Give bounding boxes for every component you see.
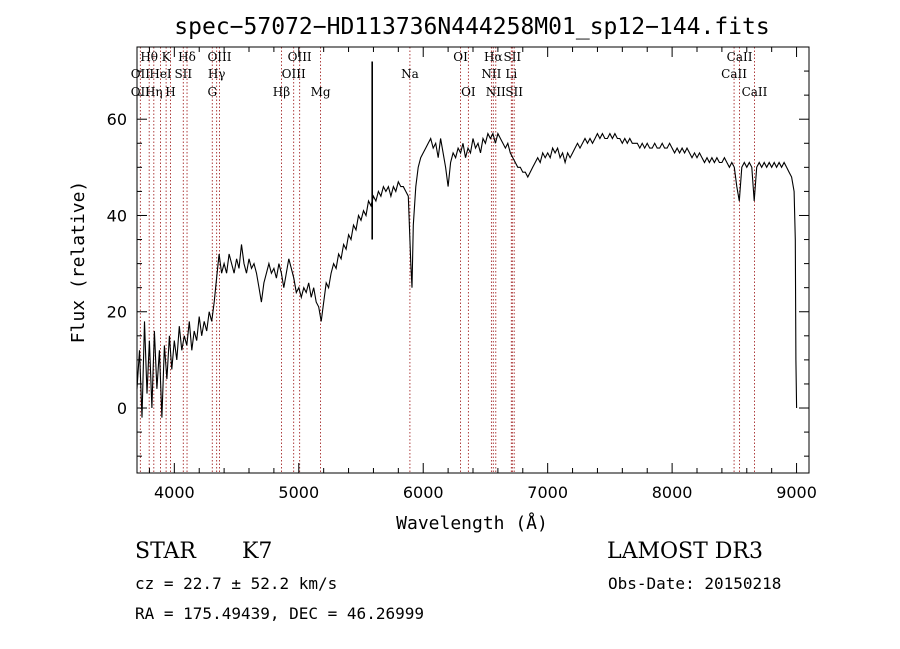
line-label: CaII xyxy=(742,85,768,99)
line-label: HeI xyxy=(149,67,172,81)
x-tick-label: 4000 xyxy=(154,483,195,502)
coordinates: RA = 175.49439, DEC = 46.26999 xyxy=(135,604,424,623)
line-label: H xyxy=(165,85,175,99)
redshift-cz: cz = 22.7 ± 52.2 km/s xyxy=(135,574,338,593)
y-tick-label: 60 xyxy=(107,110,127,129)
line-label: SII xyxy=(505,85,523,99)
line-label: OIII xyxy=(288,50,312,64)
object-class: STAR xyxy=(135,539,196,564)
line-label: OII xyxy=(131,85,151,99)
line-label: OI xyxy=(453,50,468,64)
x-tick-label: 7000 xyxy=(527,483,568,502)
y-tick-label: 20 xyxy=(107,303,127,322)
x-tick-label: 8000 xyxy=(652,483,693,502)
line-label: Hη xyxy=(145,85,163,99)
line-label: K xyxy=(162,50,172,64)
spectral-line-markers xyxy=(139,47,755,473)
axis-ticks xyxy=(137,46,809,473)
x-axis-label: Wavelength (Å) xyxy=(396,512,548,534)
y-tick-label: 40 xyxy=(107,206,127,225)
line-label: Hθ xyxy=(140,50,158,64)
object-subclass: K7 xyxy=(242,539,273,564)
line-label: Mg xyxy=(311,85,331,99)
line-label: Hα xyxy=(484,50,503,64)
line-label: G xyxy=(207,85,217,99)
y-tick-label: 0 xyxy=(117,399,127,418)
line-label: Hδ xyxy=(178,50,196,64)
line-label: Li xyxy=(505,67,517,81)
axis-tick-labels: 4000 5000 6000 7000 8000 9000 0 20 40 60 xyxy=(107,110,817,502)
line-label: NII xyxy=(486,85,506,99)
line-label: Hγ xyxy=(208,67,226,81)
line-label: OIII xyxy=(282,67,306,81)
line-label: OII xyxy=(131,67,151,81)
x-tick-label: 9000 xyxy=(776,483,817,502)
line-label: OI xyxy=(461,85,476,99)
spectrum-series-line xyxy=(136,132,798,418)
observation-date: Obs-Date: 20150218 xyxy=(608,574,782,593)
line-label: NII xyxy=(481,67,501,81)
line-label: CaII xyxy=(721,67,747,81)
line-label: SII xyxy=(174,67,192,81)
line-label: CaII xyxy=(727,50,753,64)
line-label: Na xyxy=(401,67,419,81)
y-axis-label: Flux (relative) xyxy=(68,181,89,344)
line-label: OIII xyxy=(207,50,231,64)
line-label: SII xyxy=(503,50,521,64)
survey-name: LAMOST DR3 xyxy=(607,539,763,564)
spectral-line-labels: Hθ OII OII K HeI Hη Hδ SII H OIII Hγ G OIII OIII Hβ Mg N… xyxy=(131,50,768,99)
x-tick-label: 5000 xyxy=(278,483,319,502)
chart-title: spec−57072−HD113736N444258M01_sp12−144.f… xyxy=(174,14,769,40)
line-label: Hβ xyxy=(273,85,290,99)
x-tick-label: 6000 xyxy=(403,483,444,502)
plot-frame xyxy=(136,46,810,474)
